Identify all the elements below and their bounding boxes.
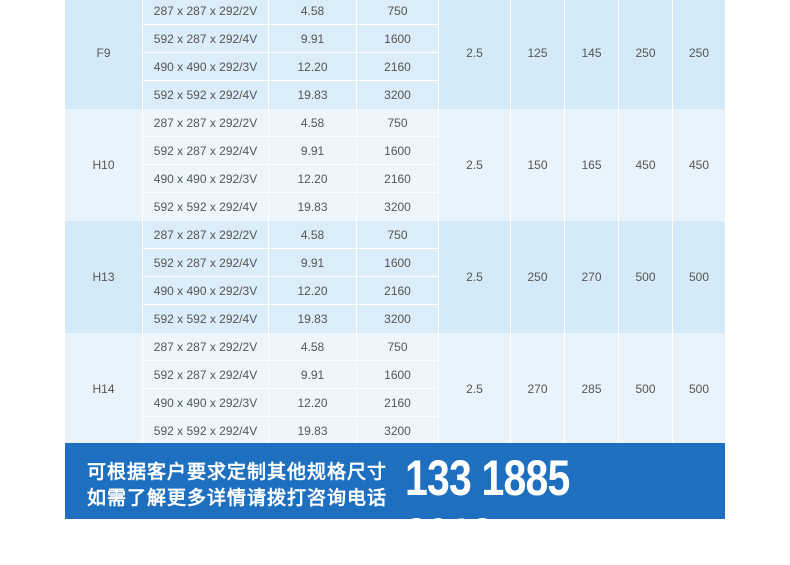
size-cell: 287 x 287 x 292/2V [142,0,268,24]
size-cell: 287 x 287 x 292/2V [142,333,268,360]
size-cell: 490 x 490 x 292/3V [142,53,268,80]
contact-banner: 可根据客户要求定制其他规格尺寸 如需了解更多详情请拨打咨询电话 133 1885… [65,443,725,564]
table-group: H10 287 x 287 x 292/2V 4.58 750 592 x 287 x … [65,109,725,221]
area-cell: 12.20 [268,277,356,304]
value-cell: 2.5 [438,221,510,333]
airflow-cell: 3200 [356,305,438,333]
size-cell: 592 x 287 x 292/4V [142,25,268,52]
grade-cell: F9 [96,46,111,60]
table-row: 592 x 592 x 292/4V 19.83 3200 [142,305,438,333]
value-cell: 500 [618,333,672,445]
size-cell: 490 x 490 x 292/3V [142,389,268,416]
value-cell: 2.5 [438,109,510,221]
table-row: 490 x 490 x 292/3V 12.20 2160 [142,389,438,417]
value-cell: 250 [672,0,725,109]
airflow-cell: 1600 [356,25,438,52]
airflow-cell: 1600 [356,361,438,388]
area-cell: 4.58 [268,0,356,24]
table-row: 287 x 287 x 292/2V 4.58 750 [142,0,438,25]
value-cell: 270 [510,333,564,445]
size-cell: 287 x 287 x 292/2V [142,221,268,248]
size-cell: 592 x 592 x 292/4V [142,81,268,109]
airflow-cell: 750 [356,109,438,136]
value-cell: 2.5 [438,0,510,109]
grade-cell: H14 [92,382,115,396]
airflow-cell: 750 [356,333,438,360]
airflow-cell: 2160 [356,165,438,192]
custom-size-note: 可根据客户要求定制其他规格尺寸 [87,462,388,483]
area-cell: 12.20 [268,165,356,192]
size-cell: 592 x 287 x 292/4V [142,361,268,388]
area-cell: 9.91 [268,361,356,388]
value-cell: 145 [564,0,618,109]
value-cell: 285 [564,333,618,445]
value-cell: 2.5 [438,333,510,445]
area-cell: 19.83 [268,305,356,333]
airflow-cell: 2160 [356,389,438,416]
airflow-cell: 1600 [356,249,438,276]
area-cell: 9.91 [268,25,356,52]
size-cell: 490 x 490 x 292/3V [142,277,268,304]
table-row: 592 x 592 x 292/4V 19.83 3200 [142,81,438,109]
area-cell: 19.83 [268,193,356,221]
table-row: 592 x 287 x 292/4V 9.91 1600 [142,137,438,165]
airflow-cell: 3200 [356,417,438,445]
value-cell: 500 [672,221,725,333]
area-cell: 19.83 [268,81,356,109]
size-cell: 592 x 592 x 292/4V [142,305,268,333]
size-cell: 490 x 490 x 292/3V [142,165,268,192]
area-cell: 9.91 [268,137,356,164]
table-row: 592 x 287 x 292/4V 9.91 1600 [142,249,438,277]
table-row: 287 x 287 x 292/2V 4.58 750 [142,109,438,137]
airflow-cell: 750 [356,221,438,248]
phone-number[interactable]: 133 1885 2918 [405,450,570,564]
area-cell: 9.91 [268,249,356,276]
contact-note: 如需了解更多详情请拨打咨询电话 [87,488,388,509]
value-cell: 500 [618,221,672,333]
table-row: 592 x 287 x 292/4V 9.91 1600 [142,25,438,53]
size-cell: 287 x 287 x 292/2V [142,109,268,136]
size-cell: 592 x 592 x 292/4V [142,193,268,221]
airflow-cell: 1600 [356,137,438,164]
size-cell: 592 x 287 x 292/4V [142,249,268,276]
grade-cell: H10 [92,158,115,172]
table-row: 592 x 592 x 292/4V 19.83 3200 [142,193,438,221]
table-row: 490 x 490 x 292/3V 12.20 2160 [142,165,438,193]
table-row: 592 x 287 x 292/4V 9.91 1600 [142,361,438,389]
area-cell: 4.58 [268,333,356,360]
table-group: H13 287 x 287 x 292/2V 4.58 750 592 x 287 x … [65,221,725,333]
area-cell: 12.20 [268,53,356,80]
area-cell: 12.20 [268,389,356,416]
table-row: 490 x 490 x 292/3V 12.20 2160 [142,277,438,305]
size-cell: 592 x 287 x 292/4V [142,137,268,164]
table-group: F9 287 x 287 x 292/2V 4.58 750 592 x 287 x 2… [65,0,725,109]
value-cell: 150 [510,109,564,221]
size-cell: 592 x 592 x 292/4V [142,417,268,445]
value-cell: 125 [510,0,564,109]
value-cell: 250 [510,221,564,333]
airflow-cell: 2160 [356,53,438,80]
spec-table: F9 287 x 287 x 292/2V 4.58 750 592 x 287 x 2… [65,0,725,445]
value-cell: 450 [672,109,725,221]
table-row: 592 x 592 x 292/4V 19.83 3200 [142,417,438,445]
value-cell: 165 [564,109,618,221]
airflow-cell: 750 [356,0,438,24]
value-cell: 450 [618,109,672,221]
table-row: 287 x 287 x 292/2V 4.58 750 [142,221,438,249]
value-cell: 250 [618,0,672,109]
airflow-cell: 2160 [356,277,438,304]
airflow-cell: 3200 [356,81,438,109]
value-cell: 270 [564,221,618,333]
area-cell: 4.58 [268,221,356,248]
table-row: 490 x 490 x 292/3V 12.20 2160 [142,53,438,81]
value-cell: 500 [672,333,725,445]
airflow-cell: 3200 [356,193,438,221]
area-cell: 4.58 [268,109,356,136]
table-group: H14 287 x 287 x 292/2V 4.58 750 592 x 287 x … [65,333,725,445]
grade-cell: H13 [92,270,115,284]
area-cell: 19.83 [268,417,356,445]
table-row: 287 x 287 x 292/2V 4.58 750 [142,333,438,361]
